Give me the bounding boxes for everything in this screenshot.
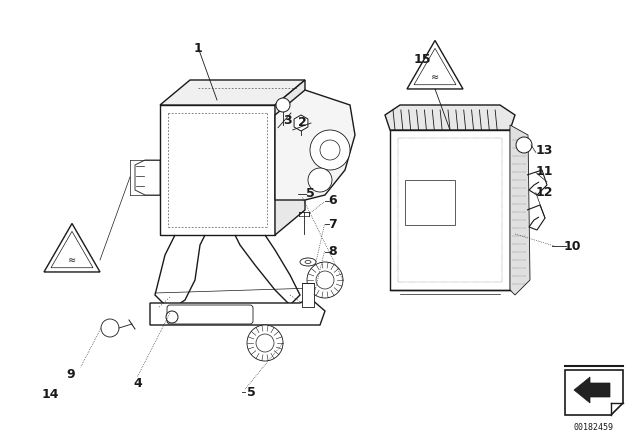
Text: 9: 9 <box>66 367 75 381</box>
Polygon shape <box>414 48 456 85</box>
Ellipse shape <box>300 258 316 266</box>
Text: 3: 3 <box>284 113 292 127</box>
Text: ≈: ≈ <box>431 72 439 82</box>
Text: 11: 11 <box>535 164 553 178</box>
Circle shape <box>276 98 290 112</box>
Text: 8: 8 <box>328 245 337 258</box>
Text: 6: 6 <box>328 194 337 207</box>
Polygon shape <box>574 377 610 403</box>
Polygon shape <box>275 90 355 200</box>
Circle shape <box>256 334 274 352</box>
Text: 2: 2 <box>298 116 307 129</box>
Text: ≈: ≈ <box>68 255 76 265</box>
Text: 15: 15 <box>413 52 431 66</box>
Circle shape <box>101 319 119 337</box>
Polygon shape <box>150 298 325 325</box>
Polygon shape <box>44 224 100 272</box>
Bar <box>160 105 275 235</box>
Circle shape <box>166 311 178 323</box>
Text: 5: 5 <box>306 187 315 200</box>
Bar <box>390 130 510 290</box>
Polygon shape <box>51 231 93 268</box>
Circle shape <box>307 262 343 298</box>
Text: 14: 14 <box>41 388 59 401</box>
Polygon shape <box>565 370 623 415</box>
Polygon shape <box>275 80 305 235</box>
FancyBboxPatch shape <box>167 305 253 324</box>
Circle shape <box>310 130 350 170</box>
Text: 00182459: 00182459 <box>574 422 614 431</box>
Polygon shape <box>294 115 308 131</box>
Polygon shape <box>135 160 160 195</box>
Text: 12: 12 <box>535 186 553 199</box>
Bar <box>405 180 455 225</box>
Polygon shape <box>385 105 515 130</box>
Text: 4: 4 <box>133 376 142 390</box>
Text: 1: 1 <box>194 42 203 55</box>
Circle shape <box>247 325 283 361</box>
Polygon shape <box>510 125 530 295</box>
Ellipse shape <box>305 260 311 263</box>
Circle shape <box>316 271 334 289</box>
Circle shape <box>516 137 532 153</box>
Circle shape <box>320 140 340 160</box>
Polygon shape <box>407 40 463 89</box>
Text: 10: 10 <box>564 240 582 253</box>
Polygon shape <box>160 80 305 105</box>
Bar <box>302 283 314 307</box>
Text: 7: 7 <box>328 217 337 231</box>
Text: 5: 5 <box>247 385 256 399</box>
Text: 13: 13 <box>535 143 553 157</box>
Circle shape <box>308 168 332 192</box>
Polygon shape <box>304 258 312 266</box>
